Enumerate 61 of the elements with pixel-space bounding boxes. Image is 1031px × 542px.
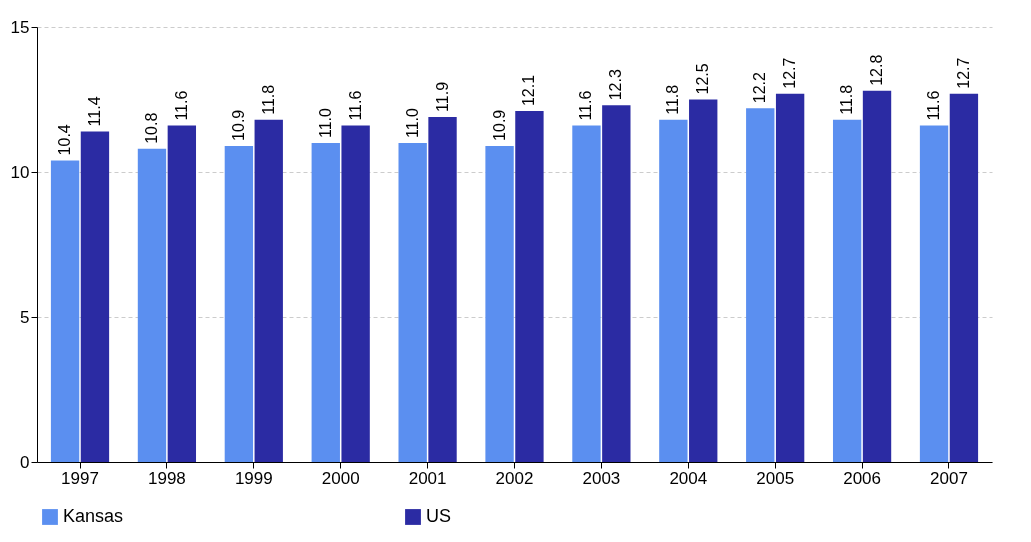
- bar: [167, 125, 197, 462]
- data-label: 11.8: [664, 84, 682, 115]
- y-tick-label: 5: [20, 307, 30, 327]
- data-label: 12.7: [954, 57, 972, 89]
- x-tick-label: 2002: [495, 468, 534, 488]
- data-label: 11.6: [346, 90, 364, 121]
- data-label: 10.9: [490, 109, 508, 141]
- legend-label: US: [426, 506, 452, 526]
- data-label: 12.2: [751, 71, 769, 104]
- x-tick-label: 2007: [930, 468, 968, 488]
- bar: [689, 99, 718, 462]
- y-tick-label: 10: [10, 162, 30, 182]
- bar: [428, 116, 457, 462]
- bar: [311, 143, 340, 462]
- bar: [137, 148, 167, 462]
- x-tick-label: 2005: [756, 468, 795, 488]
- data-label: 11.8: [259, 84, 277, 115]
- data-label: 11.6: [925, 90, 943, 121]
- x-tick-label: 2000: [321, 468, 360, 488]
- data-label: 12.5: [694, 63, 712, 95]
- data-label: 10.9: [229, 109, 247, 141]
- y-tick-label: 0: [20, 452, 30, 472]
- data-label: 10.4: [56, 124, 74, 156]
- data-label: 12.7: [781, 57, 799, 89]
- bar: [485, 145, 514, 462]
- data-label: 12.8: [868, 54, 886, 86]
- data-label: 11.0: [316, 107, 334, 138]
- legend-label: Kansas: [63, 506, 124, 526]
- bar: [254, 119, 283, 462]
- x-tick-label: 1998: [148, 468, 186, 488]
- y-tick-label: 15: [10, 17, 30, 37]
- x-tick-label: 1999: [234, 468, 273, 488]
- bar: [919, 125, 949, 462]
- x-tick-label: 2003: [582, 468, 621, 488]
- bar: [398, 143, 427, 462]
- data-label: 11.6: [172, 90, 190, 121]
- bar: [775, 93, 805, 462]
- bar: [949, 93, 979, 462]
- bar: [659, 119, 688, 462]
- x-tick-label: 2006: [843, 468, 881, 488]
- data-label: 12.1: [520, 74, 538, 107]
- bar: [80, 131, 110, 462]
- bar: [602, 105, 631, 462]
- bar: [515, 111, 544, 462]
- data-label: 11.8: [838, 84, 856, 115]
- data-label: 12.3: [607, 69, 625, 101]
- bar: [341, 125, 370, 462]
- data-label: 10.8: [142, 112, 160, 144]
- bar: [50, 160, 80, 462]
- x-tick-label: 1997: [61, 468, 99, 488]
- data-label: 11.9: [433, 81, 451, 112]
- bar: [832, 119, 862, 462]
- x-tick-label: 2004: [669, 468, 708, 488]
- bar: [862, 90, 892, 462]
- bar: [224, 145, 254, 462]
- data-label: 11.0: [403, 107, 421, 138]
- bar: [746, 108, 775, 462]
- bar: [572, 125, 601, 462]
- data-label: 11.6: [577, 90, 595, 121]
- data-label: 11.4: [85, 96, 103, 127]
- x-tick-label: 2001: [408, 468, 447, 488]
